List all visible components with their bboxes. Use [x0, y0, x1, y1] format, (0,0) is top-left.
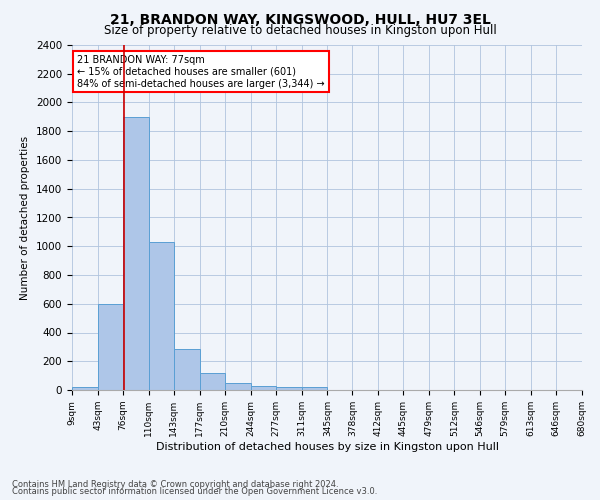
Bar [174, 349, 200, 390]
Text: Contains public sector information licensed under the Open Government Licence v3: Contains public sector information licen… [12, 487, 377, 496]
Bar [98, 304, 123, 390]
Bar [225, 383, 251, 390]
Bar [200, 373, 225, 390]
Bar [275, 387, 302, 390]
Bar [72, 387, 98, 390]
Text: Contains HM Land Registry data © Crown copyright and database right 2024.: Contains HM Land Registry data © Crown c… [12, 480, 338, 489]
Bar [251, 386, 275, 390]
Text: 21, BRANDON WAY, KINGSWOOD, HULL, HU7 3EL: 21, BRANDON WAY, KINGSWOOD, HULL, HU7 3E… [110, 12, 490, 26]
Bar [149, 242, 174, 390]
Y-axis label: Number of detached properties: Number of detached properties [20, 136, 31, 300]
Text: Size of property relative to detached houses in Kingston upon Hull: Size of property relative to detached ho… [104, 24, 496, 37]
Bar [302, 387, 328, 390]
Bar [123, 117, 149, 390]
X-axis label: Distribution of detached houses by size in Kingston upon Hull: Distribution of detached houses by size … [155, 442, 499, 452]
Text: 21 BRANDON WAY: 77sqm
← 15% of detached houses are smaller (601)
84% of semi-det: 21 BRANDON WAY: 77sqm ← 15% of detached … [77, 56, 325, 88]
